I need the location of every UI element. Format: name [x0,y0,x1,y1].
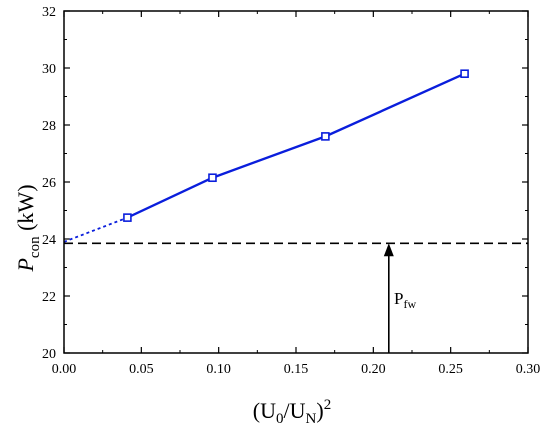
y-axis-title-unit: (kW) [13,184,38,236]
y-tick-label: 28 [42,119,56,134]
x-tick-label: 0.10 [206,362,231,377]
x-tick-label: 0.00 [52,362,77,377]
x-axis-title-sup: 2 [324,397,332,413]
x-axis-title: (U0/UN)2 [253,397,331,427]
data-point-marker [123,213,132,222]
y-axis-title-main: P [13,258,38,272]
x-axis-title-close: ) [316,398,323,423]
y-axis-title: Pcon (kW) [13,184,43,272]
annotation-arrow-head [383,243,394,257]
x-tick-label: 0.20 [361,362,386,377]
x-axis-title-sub-2: N [306,411,317,427]
x-axis-title-part-1: (U [253,398,276,423]
extrapolation-line [63,216,128,243]
plot-frame [63,10,529,354]
y-tick-label: 22 [42,290,56,305]
ticks-layer: 0.00 0.05 0.10 0.15 0.20 0.25 0.30 20 22 24 26 28 30… [42,5,540,377]
y-tick-label: 24 [42,233,56,248]
y-tick-label: 32 [42,5,56,20]
y-axis-title-sub: con [27,236,43,258]
x-tick-label: 0.30 [516,362,541,377]
data-point-marker [460,69,469,78]
series-line [126,72,466,219]
y-tick-label: 20 [42,347,56,362]
annotation-layer [383,243,394,353]
x-tick-label: 0.15 [284,362,309,377]
series-layer [63,69,469,243]
annotation-label-sub: fw [403,297,416,311]
y-tick-label: 26 [42,176,56,191]
annotation-label-main: P [394,289,403,308]
x-axis-title-sub-1: 0 [276,411,284,427]
data-point-marker [321,132,330,141]
data-point-marker [208,173,217,183]
x-axis-title-slash: /U [284,398,306,423]
x-tick-label: 0.25 [438,362,463,377]
x-tick-label: 0.05 [129,362,154,377]
annotation-label: Pfw [394,289,416,311]
y-tick-label: 30 [42,62,56,77]
